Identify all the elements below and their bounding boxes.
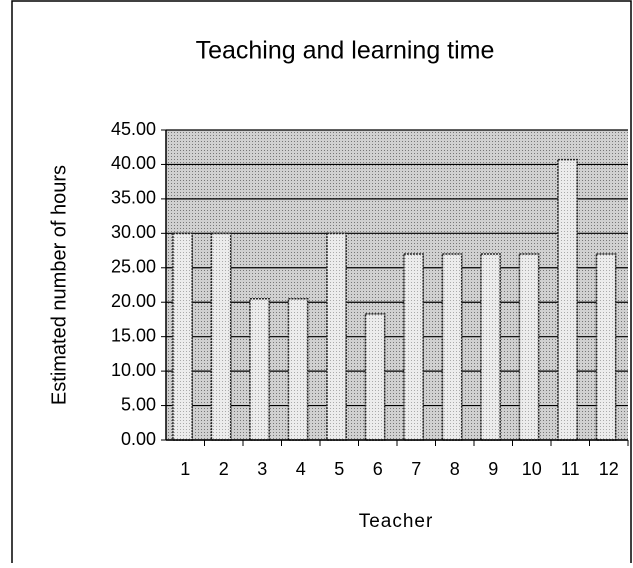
bar bbox=[403, 253, 424, 441]
y-tick-label: 35.00 bbox=[111, 188, 156, 208]
y-tick-label: 10.00 bbox=[111, 360, 156, 380]
y-tick-label: 45.00 bbox=[111, 119, 156, 139]
x-tick-label: 2 bbox=[219, 459, 229, 479]
bar bbox=[172, 232, 193, 441]
bar bbox=[326, 232, 347, 441]
x-axis-label: Teacher bbox=[359, 511, 434, 532]
x-tick-label: 8 bbox=[450, 459, 460, 479]
y-tick-label: 40.00 bbox=[111, 153, 156, 173]
x-tick-label: 7 bbox=[411, 459, 421, 479]
x-tick-label: 9 bbox=[488, 459, 498, 479]
x-tick-label: 6 bbox=[373, 459, 383, 479]
chart-title: Teaching and learning time bbox=[196, 37, 495, 65]
y-tick-label: 0.00 bbox=[121, 429, 156, 449]
bar bbox=[210, 232, 232, 441]
x-tick-label: 1 bbox=[180, 459, 190, 479]
plot-area bbox=[166, 130, 628, 440]
bar bbox=[287, 298, 309, 441]
bar bbox=[518, 253, 540, 441]
bar bbox=[595, 253, 617, 441]
bar bbox=[480, 253, 501, 441]
y-tick-label: 5.00 bbox=[121, 394, 156, 414]
x-tick-label: 11 bbox=[561, 459, 580, 479]
bar bbox=[441, 253, 463, 441]
y-axis-label: Estimated number of hours bbox=[48, 165, 70, 405]
x-tick-label: 12 bbox=[599, 459, 619, 479]
x-tick-label: 4 bbox=[296, 459, 306, 479]
y-tick-label: 20.00 bbox=[111, 291, 156, 311]
x-tick-label: 5 bbox=[334, 459, 344, 479]
bar bbox=[557, 158, 578, 441]
bar bbox=[249, 298, 270, 441]
x-tick-label: 10 bbox=[522, 459, 542, 479]
x-tick-label: 3 bbox=[257, 459, 267, 479]
bar bbox=[364, 313, 386, 441]
y-tick-label: 15.00 bbox=[111, 325, 156, 345]
y-tick-label: 25.00 bbox=[111, 257, 156, 277]
y-tick-label: 30.00 bbox=[111, 222, 156, 242]
frame bbox=[11, 0, 632, 568]
